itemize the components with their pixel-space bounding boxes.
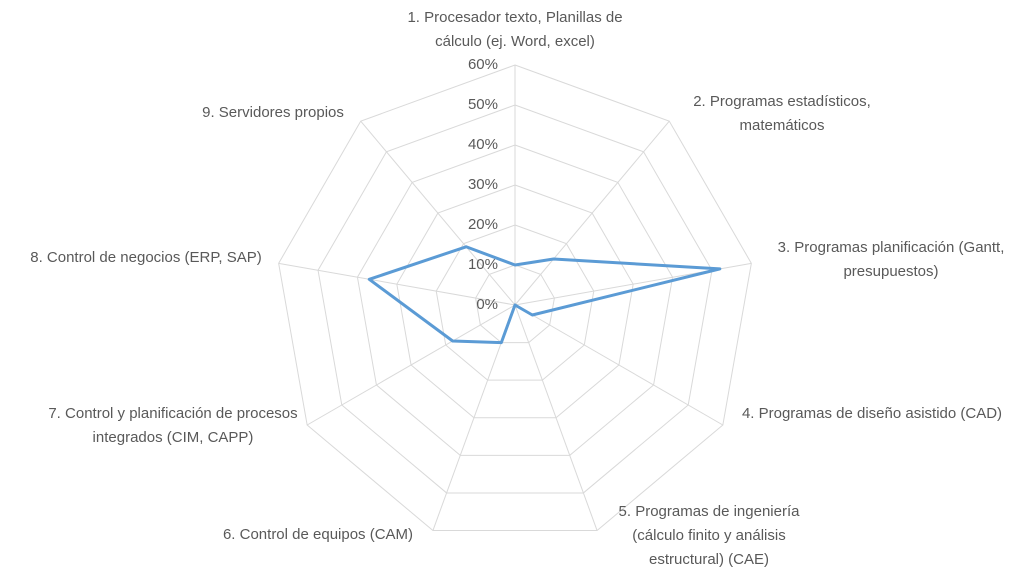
category-label: 5. Programas de ingeniería (cálculo fini… — [618, 503, 800, 568]
grid-ring — [435, 224, 595, 381]
grid-ring — [317, 104, 713, 494]
category-label: 1. Procesador texto, Planillas de cálcul… — [407, 9, 623, 50]
r-tick-label: 30% — [468, 176, 498, 193]
spoke — [278, 262, 516, 306]
r-tick-label: 10% — [468, 256, 498, 273]
grid-ring — [356, 144, 674, 456]
category-label: 2. Programas estadísticos, matemáticos — [693, 93, 871, 134]
category-label: 3. Programas planificación (Gantt, presu… — [777, 239, 1005, 280]
r-tick-label: 60% — [468, 56, 498, 73]
grid-ring — [278, 64, 752, 532]
spoke — [360, 120, 516, 306]
spoke — [514, 304, 598, 531]
grid-ring — [475, 264, 555, 344]
spoke — [514, 304, 724, 426]
category-label: 8. Control de negocios (ERP, SAP) — [30, 249, 262, 266]
r-tick-label: 0% — [476, 296, 498, 313]
spoke — [306, 304, 516, 426]
r-tick-label: 50% — [468, 96, 498, 113]
r-tick-label: 40% — [468, 136, 498, 153]
category-label: 4. Programas de diseño asistido (CAD) — [741, 405, 1003, 422]
category-label: 9. Servidores propios — [202, 104, 344, 121]
spoke — [514, 120, 670, 306]
category-label: 6. Control de equipos (CAM) — [222, 526, 414, 543]
series-line — [367, 245, 722, 345]
category-label: 7. Control y planificación de procesos i… — [48, 405, 298, 446]
grid-ring — [396, 184, 634, 419]
r-tick-label: 20% — [468, 216, 498, 233]
